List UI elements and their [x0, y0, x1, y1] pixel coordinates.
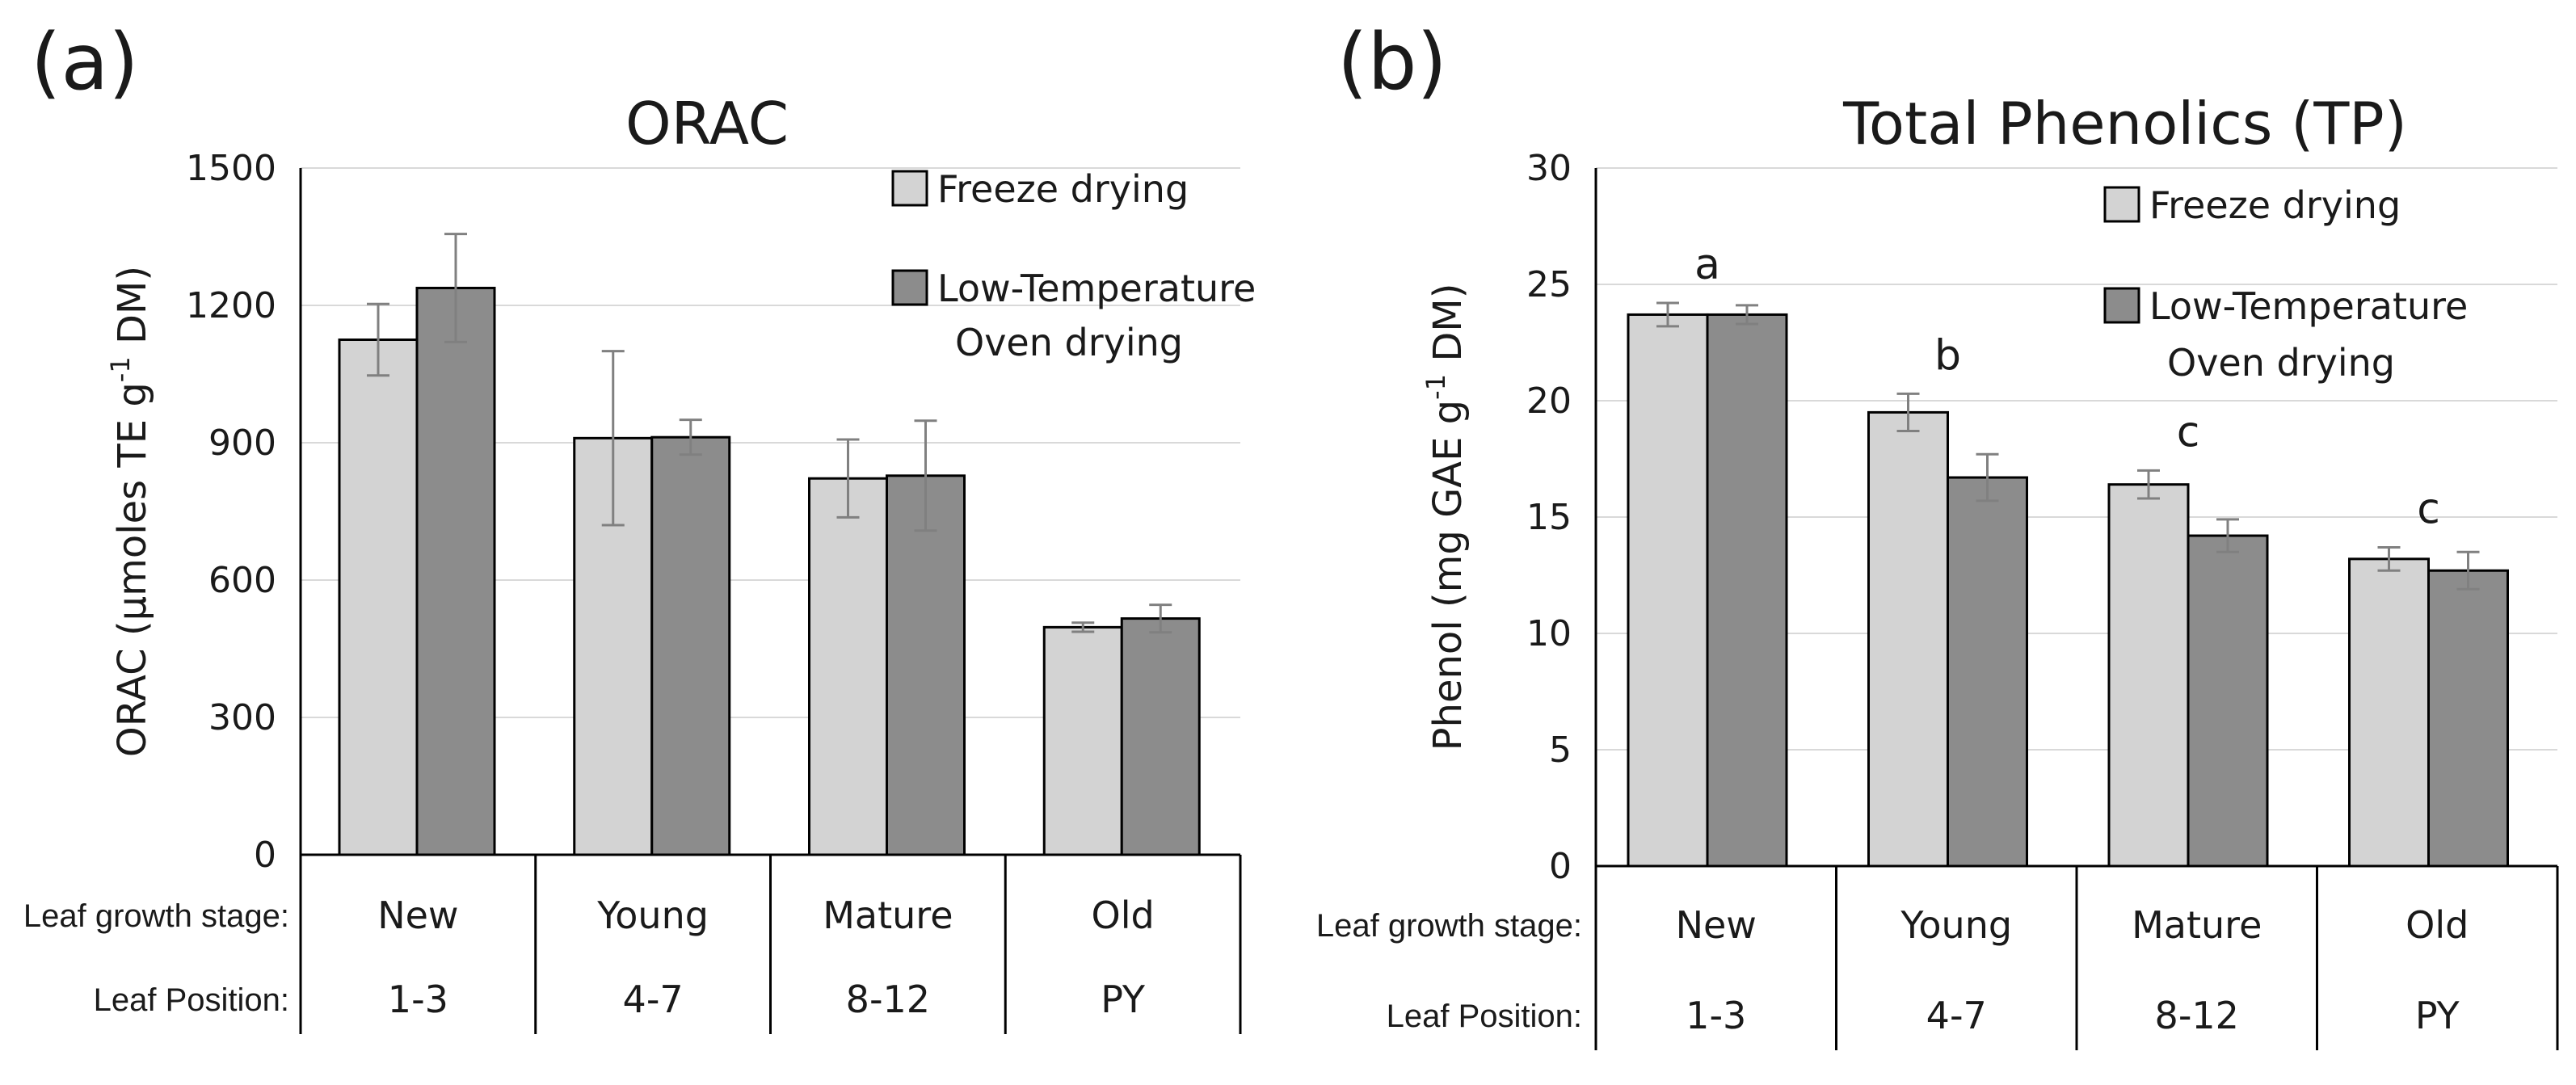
- y-axis-label: ORAC (µmoles TE g-1 DM): [105, 266, 155, 757]
- position-label: 4-7: [1926, 994, 1987, 1037]
- y-axis-label-unit: DM): [110, 266, 155, 356]
- row-label-stage: Leaf growth stage:: [1316, 908, 1582, 944]
- legend-label-oven: Low-Temperature: [937, 267, 1256, 310]
- panel-b-chart: (b) Total Phenolics (TP) 0 5 10 15 20 25 30 Pheno…: [1316, 17, 2559, 1050]
- category-label: Mature: [823, 894, 953, 937]
- category-label: Young: [1900, 903, 2012, 947]
- legend-swatch-freeze: [891, 170, 928, 207]
- row-label-position: Leaf Position:: [94, 982, 289, 1018]
- bar-freeze-drying: [808, 477, 888, 856]
- position-label: 4-7: [623, 978, 684, 1021]
- bar-freeze-drying: [2348, 557, 2430, 868]
- bar-freeze-drying: [2107, 483, 2190, 868]
- legend-label-oven: Low-Temperature: [2149, 284, 2468, 328]
- significance-letter: c: [2417, 485, 2440, 533]
- y-tick-label: 10: [1526, 613, 1572, 654]
- y-axis-label-main: ORAC (µmoles TE g: [110, 382, 155, 757]
- y-tick-label: 600: [208, 560, 276, 601]
- category-label: Young: [596, 894, 709, 937]
- category-label: New: [1676, 903, 1757, 947]
- panel-a-chart: (a) ORAC 0 300 600 900 1200 1500 ORAC (µmoles TE…: [23, 17, 1256, 1034]
- bar-freeze-drying: [1627, 313, 1709, 868]
- y-tick-label: 25: [1526, 264, 1572, 305]
- position-label: 8-12: [846, 978, 930, 1021]
- bar-oven-drying: [1947, 476, 2028, 868]
- bar-oven-drying: [415, 286, 496, 856]
- significance-letter: c: [2177, 408, 2200, 456]
- y-tick-label: 300: [208, 697, 276, 738]
- significance-letter: b: [1934, 331, 1961, 380]
- y-tick-label: 15: [1526, 497, 1572, 538]
- y-axis-label-superscript: -1: [1421, 374, 1451, 400]
- bar-freeze-drying: [338, 339, 419, 856]
- legend-label-freeze: Freeze drying: [937, 167, 1189, 211]
- legend-label-oven-cont: Oven drying: [955, 321, 1183, 364]
- category-label: Old: [2406, 903, 2469, 947]
- bar-freeze-drying: [1042, 625, 1123, 856]
- y-tick-label: 0: [254, 835, 276, 876]
- y-tick-label: 20: [1526, 381, 1572, 422]
- y-tick-label: 1200: [186, 285, 276, 326]
- position-label: 1-3: [1686, 994, 1746, 1037]
- bar-oven-drying: [886, 474, 966, 856]
- bar-oven-drying: [650, 435, 731, 856]
- y-axis-label: Phenol (mg GAE g-1 DM): [1421, 284, 1471, 751]
- y-axis-label-superscript: -1: [105, 356, 136, 382]
- category-label: New: [377, 894, 458, 937]
- y-tick-label: 900: [208, 423, 276, 464]
- category-label: Mature: [2132, 903, 2262, 947]
- row-label-position: Leaf Position:: [1387, 999, 1582, 1034]
- bar-oven-drying: [1120, 617, 1201, 856]
- position-label: PY: [1101, 978, 1146, 1021]
- bar-oven-drying: [1706, 313, 1788, 868]
- legend-label-oven-cont: Oven drying: [2167, 341, 2395, 385]
- category-label: Old: [1092, 894, 1155, 937]
- y-tick-label: 0: [1549, 846, 1572, 887]
- significance-letter: a: [1694, 241, 1720, 289]
- legend-label-freeze: Freeze drying: [2149, 183, 2401, 227]
- position-label: 8-12: [2155, 994, 2239, 1037]
- position-label: PY: [2415, 994, 2460, 1037]
- bar-oven-drying: [2187, 534, 2269, 868]
- panel-label: (a): [31, 17, 139, 107]
- bar-freeze-drying: [1867, 410, 1949, 868]
- bar-oven-drying: [2427, 569, 2509, 868]
- position-label: 1-3: [388, 978, 448, 1021]
- y-tick-label: 30: [1526, 148, 1572, 189]
- row-label-stage: Leaf growth stage:: [23, 898, 289, 934]
- chart-title: Total Phenolics (TP): [1842, 90, 2407, 158]
- y-tick-label: 5: [1549, 730, 1572, 771]
- y-axis-label-main: Phenol (mg GAE g: [1425, 400, 1471, 751]
- y-tick-label: 1500: [186, 148, 276, 189]
- legend-swatch-freeze: [2103, 186, 2140, 223]
- legend-swatch-oven: [2103, 287, 2140, 324]
- chart-title: ORAC: [625, 90, 789, 158]
- panel-label: (b): [1337, 17, 1447, 107]
- legend-swatch-oven: [891, 269, 928, 306]
- y-axis-label-unit: DM): [1425, 284, 1471, 374]
